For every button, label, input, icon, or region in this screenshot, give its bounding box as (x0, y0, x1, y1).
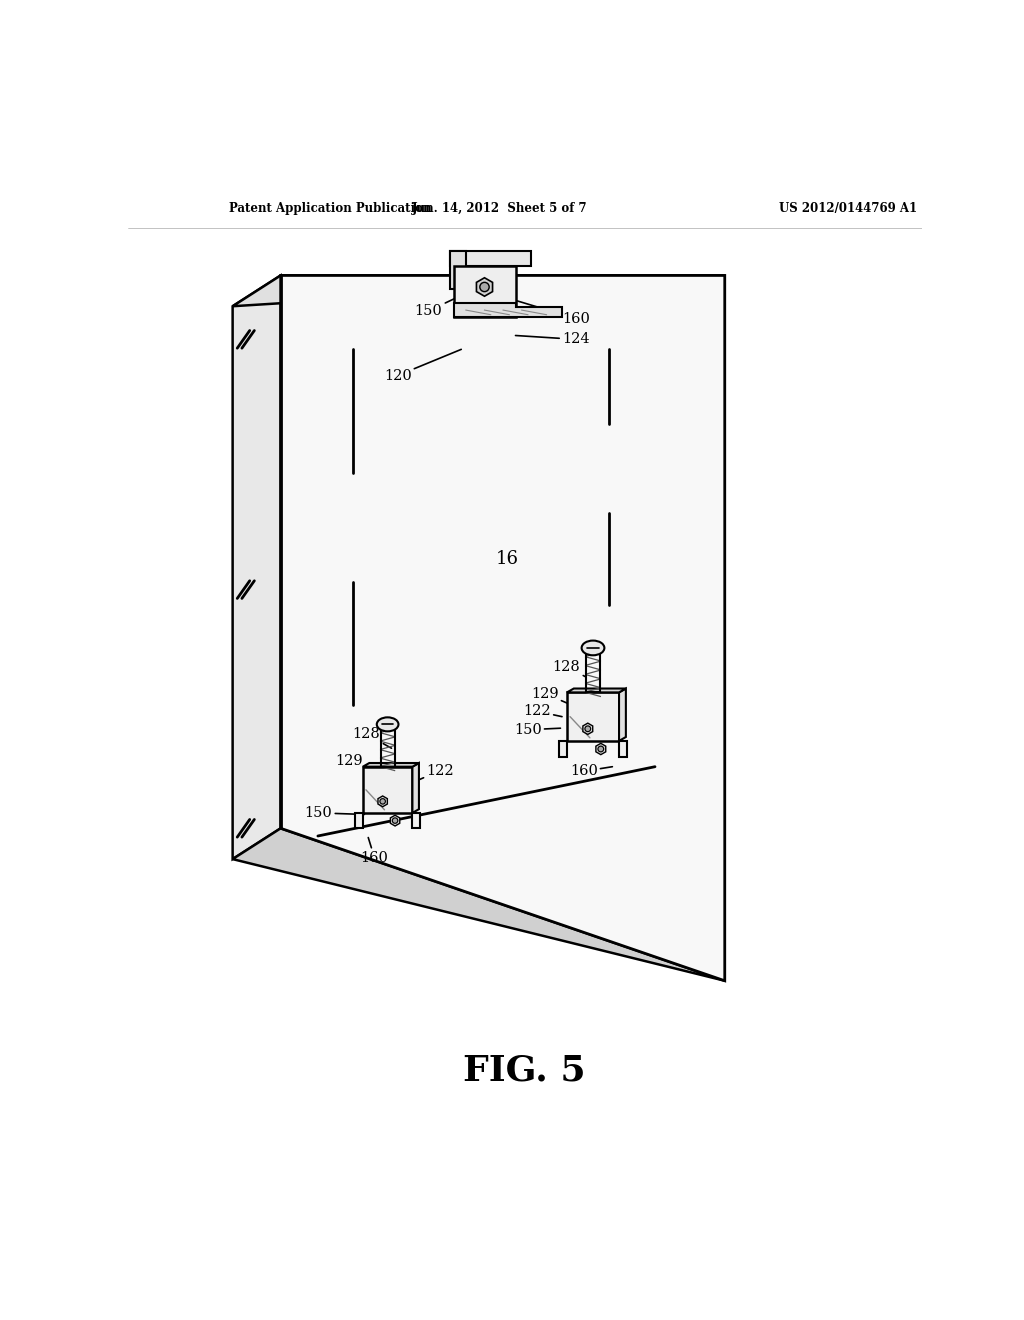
Text: 150: 150 (305, 807, 365, 820)
Polygon shape (596, 743, 606, 755)
Text: 122: 122 (523, 705, 562, 718)
Ellipse shape (582, 640, 604, 655)
Polygon shape (567, 693, 620, 741)
Polygon shape (620, 741, 627, 758)
Text: 150: 150 (415, 296, 461, 318)
Text: 129: 129 (531, 686, 568, 704)
Polygon shape (567, 689, 626, 693)
Polygon shape (390, 816, 399, 826)
Polygon shape (454, 267, 515, 317)
Polygon shape (583, 723, 593, 734)
Polygon shape (559, 741, 567, 758)
Text: 128: 128 (553, 660, 586, 677)
Circle shape (480, 282, 489, 292)
Circle shape (585, 726, 591, 731)
Circle shape (598, 746, 604, 752)
Polygon shape (454, 304, 562, 317)
Polygon shape (281, 276, 725, 981)
Polygon shape (232, 829, 725, 981)
Polygon shape (362, 763, 419, 767)
Polygon shape (362, 767, 413, 813)
Text: Jun. 14, 2012  Sheet 5 of 7: Jun. 14, 2012 Sheet 5 of 7 (413, 202, 588, 215)
Text: 160: 160 (360, 837, 388, 865)
Text: Patent Application Publication: Patent Application Publication (228, 202, 431, 215)
Text: 122: 122 (404, 763, 454, 785)
Ellipse shape (377, 717, 398, 731)
Text: 120: 120 (384, 350, 461, 383)
Text: 160: 160 (569, 764, 612, 779)
Text: 124: 124 (515, 333, 590, 346)
Polygon shape (232, 276, 281, 859)
Text: 160: 160 (517, 301, 590, 326)
Text: 129: 129 (336, 754, 373, 775)
Polygon shape (378, 796, 387, 807)
Polygon shape (476, 277, 493, 296)
Polygon shape (232, 276, 725, 306)
Circle shape (392, 818, 397, 824)
Circle shape (380, 799, 385, 804)
Text: 150: 150 (514, 723, 560, 737)
Text: FIG. 5: FIG. 5 (464, 1053, 586, 1088)
Polygon shape (451, 251, 466, 289)
Polygon shape (413, 763, 419, 813)
Polygon shape (451, 251, 531, 267)
Text: 16: 16 (497, 550, 519, 568)
Polygon shape (620, 689, 626, 741)
Polygon shape (355, 813, 362, 829)
Text: US 2012/0144769 A1: US 2012/0144769 A1 (779, 202, 918, 215)
Polygon shape (413, 813, 420, 829)
Text: 128: 128 (352, 727, 391, 748)
